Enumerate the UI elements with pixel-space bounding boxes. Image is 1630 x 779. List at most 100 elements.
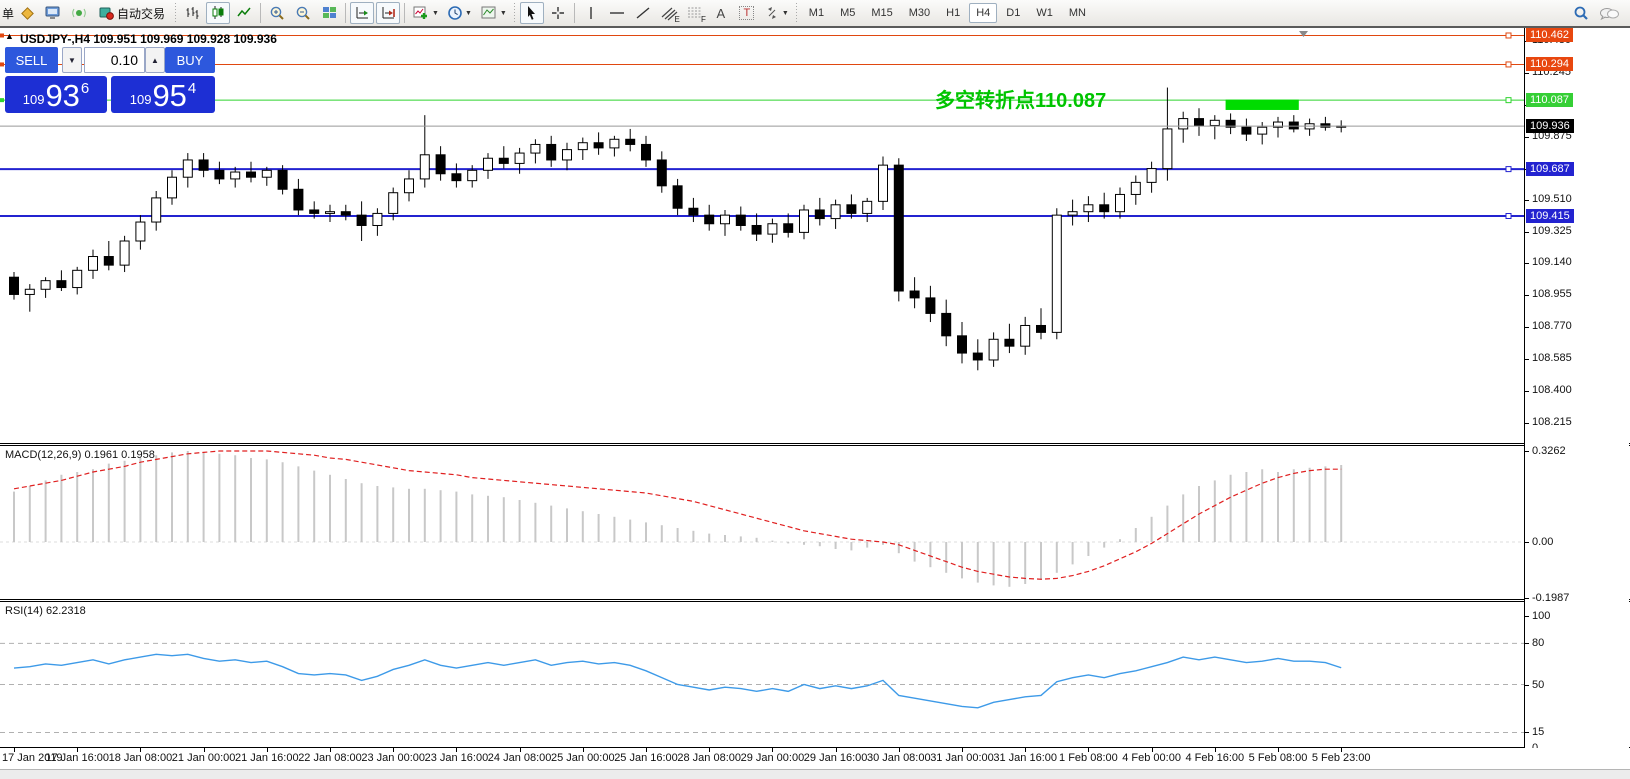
chart-shift-marker[interactable]: [1299, 31, 1308, 37]
buy-price-box[interactable]: 109 95 4: [111, 76, 215, 113]
time-label: 1 Feb 08:00: [1059, 752, 1118, 764]
terminal-icon[interactable]: [41, 2, 65, 24]
candle-body: [988, 338, 999, 361]
time-label: 4 Feb 16:00: [1185, 752, 1245, 764]
chart-candles-icon[interactable]: [206, 2, 231, 24]
candle-body: [309, 209, 320, 214]
label-tool-icon[interactable]: T: [735, 2, 759, 24]
price-badge: 109.415: [1526, 209, 1574, 223]
panel-separator[interactable]: [0, 443, 1630, 444]
candle-body: [388, 192, 399, 214]
time-tick: [772, 748, 774, 752]
indicators-icon[interactable]: ▼: [409, 2, 442, 24]
axis-tick: [1525, 231, 1529, 233]
chart-shift-icon[interactable]: [376, 2, 401, 24]
timeframe-m30[interactable]: M30: [908, 7, 931, 19]
candle-body: [1130, 181, 1141, 195]
candle-body: [1036, 324, 1046, 333]
line-handle[interactable]: [1505, 97, 1512, 104]
autoscroll-icon[interactable]: [350, 2, 375, 24]
candle-body: [340, 211, 351, 216]
candle-body: [277, 169, 288, 190]
candle-body: [24, 288, 35, 295]
fibonacci-icon[interactable]: F: [683, 2, 707, 24]
timeframe-m15[interactable]: M15: [871, 7, 893, 19]
rsi-tick-label: 50: [1532, 678, 1545, 691]
candle-body: [1320, 123, 1331, 128]
crosshair-icon[interactable]: [546, 2, 570, 24]
macd-panel[interactable]: [0, 446, 1524, 599]
candle-body: [119, 240, 130, 266]
candle-body: [751, 224, 762, 235]
new-order-button[interactable]: 单: [2, 6, 15, 21]
diamond-icon[interactable]: [15, 2, 39, 24]
line-handle[interactable]: [1505, 32, 1512, 39]
axis-tick: [1525, 295, 1529, 297]
hline-icon[interactable]: [605, 2, 629, 24]
line-handle[interactable]: [1505, 213, 1512, 219]
chart-bars-icon[interactable]: [180, 2, 204, 24]
lot-size-field[interactable]: 0.10: [84, 47, 145, 73]
timeframe-w1[interactable]: W1: [1036, 7, 1053, 19]
line-handle[interactable]: [0, 62, 4, 67]
lot-up-button[interactable]: ▲: [145, 47, 165, 73]
panel-separator[interactable]: [0, 599, 1630, 600]
time-tick: [77, 748, 79, 752]
candle-body: [893, 164, 904, 292]
zoom-in-icon[interactable]: [265, 2, 289, 24]
templates-icon[interactable]: ▼: [477, 2, 510, 24]
main-chart[interactable]: [0, 28, 1524, 443]
candle-body: [593, 142, 604, 149]
trendline-icon[interactable]: [631, 2, 655, 24]
timeframe-group: M1 M5 M15 M30 H1 H4 D1 W1 MN: [801, 3, 1094, 23]
price-badge: 109.936: [1526, 119, 1574, 134]
timeframe-h1[interactable]: H1: [946, 7, 961, 19]
channel-icon[interactable]: E: [657, 2, 681, 24]
sell-price-box[interactable]: 109 93 6: [5, 76, 107, 113]
time-tick: [1341, 748, 1343, 752]
search-icon[interactable]: [1569, 3, 1593, 25]
sell-price-big: 93: [45, 78, 80, 113]
annotation-text[interactable]: 多空转折点110.087: [935, 90, 1107, 112]
one-click-trade-panel: SELL ▼ 0.10 ▲ BUY 109 93 6 109 95 4: [5, 47, 215, 113]
candle-body: [577, 142, 588, 151]
candle-body: [198, 159, 209, 171]
timeframe-h4[interactable]: H4: [969, 3, 998, 23]
line-handle[interactable]: [0, 98, 4, 103]
timeframe-m1[interactable]: M1: [808, 7, 825, 19]
autotrade-button[interactable]: 自动交易: [93, 2, 170, 24]
timeframe-d1[interactable]: D1: [1006, 7, 1021, 19]
annotation-rectangle[interactable]: [1225, 99, 1299, 110]
lot-down-button[interactable]: ▼: [62, 47, 82, 73]
time-axis[interactable]: 17 Jan 2019 17 Jan 16:00 18 Jan 08:00 21 Ja…: [0, 748, 1630, 768]
signals-icon[interactable]: [67, 2, 91, 24]
price-tick-label: 108.770: [1532, 320, 1572, 333]
zoom-out-icon[interactable]: [291, 2, 315, 24]
timeframe-m5[interactable]: M5: [840, 7, 856, 19]
time-tick: [898, 748, 900, 752]
rsi-panel[interactable]: [0, 602, 1524, 747]
arrows-icon[interactable]: ▼: [761, 2, 792, 24]
buy-button[interactable]: BUY: [165, 47, 215, 73]
dropdown-caret: ▼: [499, 9, 507, 17]
time-label: 17 Jan 16:00: [45, 752, 109, 764]
vline-icon[interactable]: [579, 2, 603, 24]
chat-icon[interactable]: [1595, 3, 1623, 25]
rsi-tick-label: 0: [1532, 742, 1538, 754]
dropdown-caret: ▼: [781, 9, 789, 17]
chart-line-icon[interactable]: [232, 2, 256, 24]
time-tick: [330, 748, 331, 752]
cursor-icon[interactable]: [519, 2, 544, 24]
time-tick: [393, 748, 395, 752]
sell-button[interactable]: SELL: [5, 47, 58, 73]
price-axis[interactable]: 110.430110.245110.060109.875109.690109.5…: [1524, 28, 1629, 768]
periods-icon[interactable]: ▼: [444, 2, 475, 24]
text-tool-icon[interactable]: A: [716, 5, 726, 21]
toolbar-gripper: [512, 3, 517, 23]
line-handle[interactable]: [1505, 166, 1512, 173]
tile-windows-icon[interactable]: [317, 2, 341, 24]
time-label: 28 Jan 08:00: [677, 752, 741, 764]
timeframe-mn[interactable]: MN: [1068, 7, 1086, 19]
line-handle[interactable]: [1505, 61, 1512, 68]
line-handle[interactable]: [0, 33, 4, 38]
